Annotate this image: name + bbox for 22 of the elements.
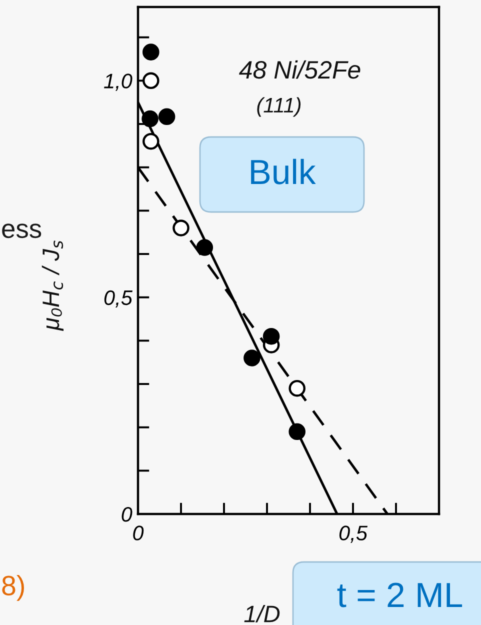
point	[244, 350, 260, 366]
point	[142, 132, 160, 150]
point	[142, 72, 160, 90]
point	[142, 44, 160, 60]
annotation: 48 Ni/52Fe	[239, 60, 360, 79]
point	[142, 110, 158, 128]
point	[172, 220, 190, 236]
x-axis-title: 1/D	[244, 605, 280, 622]
annotation: (111)	[257, 97, 301, 117]
point	[262, 328, 280, 345]
point	[196, 239, 214, 256]
text: 8)	[2, 575, 24, 601]
point	[288, 423, 306, 440]
annotation: Bulk	[251, 158, 316, 184]
y-axis-title: μ₀H$_{c}$ / J$_{s}$	[42, 240, 64, 331]
y-tick-label: 0,5	[104, 290, 132, 308]
y-tick-label: 0	[122, 507, 132, 522]
y-tick-label: 1,0	[104, 74, 132, 91]
point	[288, 380, 306, 397]
point	[158, 108, 176, 126]
text: ess	[2, 224, 42, 238]
text: t = 2 ML	[337, 582, 462, 608]
